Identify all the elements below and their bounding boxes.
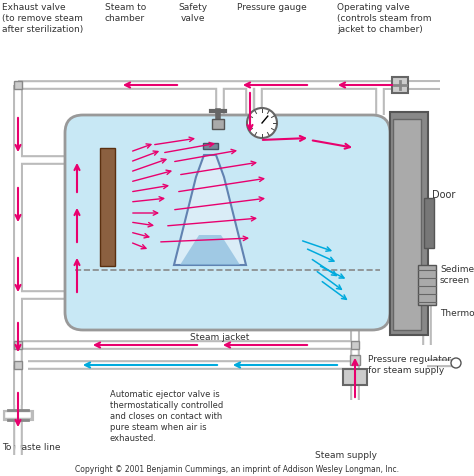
Text: Thermometer: Thermometer <box>440 308 474 317</box>
Polygon shape <box>174 155 246 265</box>
Text: Exhaust valve
(to remove steam
after sterilization): Exhaust valve (to remove steam after ste… <box>2 3 83 34</box>
Polygon shape <box>180 235 240 265</box>
Bar <box>14 81 22 89</box>
Text: Steam jacket: Steam jacket <box>191 334 250 343</box>
Bar <box>390 112 428 335</box>
Bar <box>392 77 408 93</box>
Text: Air: Air <box>288 253 302 263</box>
Text: Pressure gauge: Pressure gauge <box>237 3 307 12</box>
Text: Automatic ejector valve is
thermostatically controlled
and closes on contact wit: Automatic ejector valve is thermostatica… <box>110 390 223 444</box>
Text: Sediment
screen: Sediment screen <box>440 265 474 285</box>
Bar <box>350 355 360 365</box>
Text: Pressure regulator
for steam supply: Pressure regulator for steam supply <box>368 355 451 375</box>
Text: Steam: Steam <box>222 153 258 163</box>
Text: Steam
chamber: Steam chamber <box>287 187 333 209</box>
Bar <box>343 369 367 385</box>
Bar <box>14 361 22 369</box>
Text: Operating valve
(controls steam from
jacket to chamber): Operating valve (controls steam from jac… <box>337 3 431 34</box>
Bar <box>393 119 421 330</box>
Text: Copyright © 2001 Benjamin Cummings, an imprint of Addison Wesley Longman, Inc.: Copyright © 2001 Benjamin Cummings, an i… <box>75 466 399 475</box>
Text: Steam to
chamber: Steam to chamber <box>105 3 146 23</box>
Text: Steam supply: Steam supply <box>315 450 377 459</box>
Text: Perforated shelf: Perforated shelf <box>160 274 232 282</box>
Text: Safety
valve: Safety valve <box>178 3 208 23</box>
Bar <box>351 341 359 349</box>
FancyBboxPatch shape <box>65 115 390 330</box>
Bar <box>418 265 436 305</box>
Bar <box>100 148 115 266</box>
Text: To waste line: To waste line <box>2 444 61 453</box>
Bar <box>203 143 218 149</box>
Circle shape <box>451 358 461 368</box>
Bar <box>424 198 434 248</box>
Bar <box>212 119 224 129</box>
Bar <box>14 341 22 349</box>
Text: Door: Door <box>432 190 456 200</box>
Circle shape <box>247 108 277 138</box>
